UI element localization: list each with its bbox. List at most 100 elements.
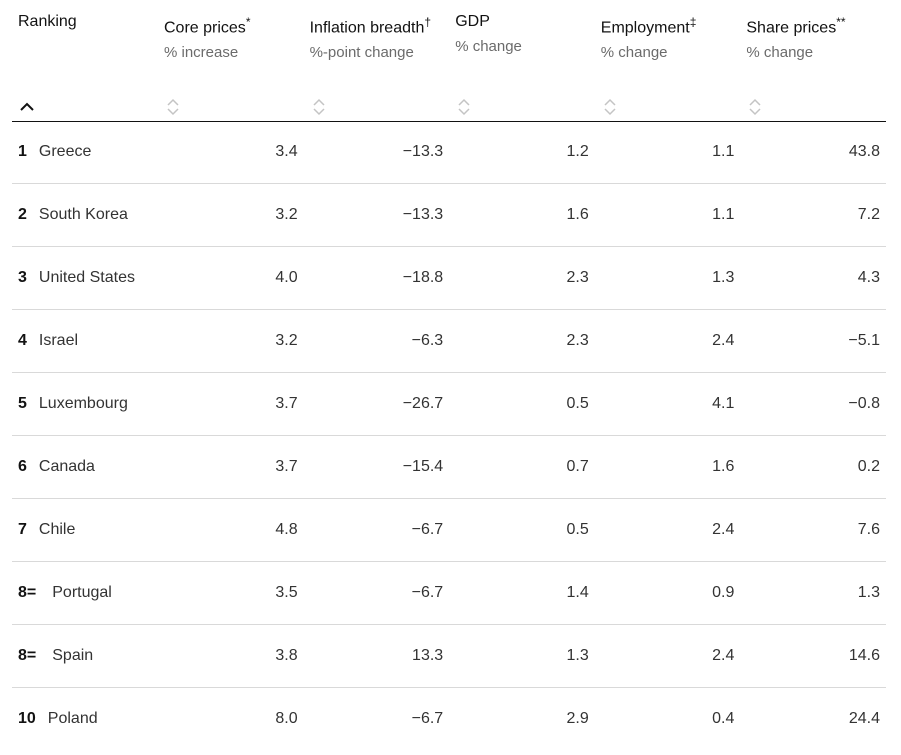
rank-cell: 8= Spain xyxy=(12,624,158,688)
country-name: United States xyxy=(38,268,135,286)
column-title: Ranking xyxy=(18,13,77,30)
gdp-cell: 1.6 xyxy=(449,183,595,247)
rank-number: 8= xyxy=(18,646,37,664)
shares-cell: 4.3 xyxy=(740,246,886,310)
employment-cell: 2.4 xyxy=(594,498,741,562)
rank-cell: 7 Chile xyxy=(12,498,158,562)
column-header-5: Share prices** % change xyxy=(740,0,886,122)
shares-cell: −0.8 xyxy=(740,372,886,436)
shares-cell: 24.4 xyxy=(848,709,880,727)
core-cell: 8.0 xyxy=(275,709,298,727)
table-row: 7 Chile 4.8 −6.7 0.5 2.4 7.6 xyxy=(12,498,886,562)
rank-cell: 2 South Korea xyxy=(12,183,158,247)
country-name: Spain xyxy=(52,646,94,664)
table-row: 3 United States 4.0 −18.8 2.3 1.3 4.3 xyxy=(12,246,886,310)
table-row: 8= Portugal 3.5 −6.7 1.4 0.9 1.3 xyxy=(12,561,886,625)
rank-number: 6 xyxy=(18,457,27,475)
column-title: GDP xyxy=(455,13,490,30)
employment-cell: 1.1 xyxy=(594,121,741,184)
footnote-marker: ‡ xyxy=(689,15,697,29)
shares-cell: 7.6 xyxy=(740,498,886,562)
gdp-cell: 2.9 xyxy=(566,709,589,727)
chevron-up-icon[interactable] xyxy=(18,95,36,119)
country-name: Luxembourg xyxy=(38,394,128,412)
column-subtitle: %-point change xyxy=(309,44,414,62)
header-row: Ranking Core prices* % increase Inflation b… xyxy=(12,0,886,122)
column-header-1: Core prices* % increase xyxy=(158,0,304,122)
column-title: Core prices* xyxy=(164,15,251,37)
rank-number: 10 xyxy=(18,709,36,727)
shares-cell: 7.2 xyxy=(740,183,886,247)
ranking-table: Ranking Core prices* % increase Inflation b… xyxy=(12,0,886,750)
employment-cell: 1.1 xyxy=(594,183,741,247)
breadth-cell: −26.7 xyxy=(303,372,450,436)
sort-both-icon[interactable] xyxy=(310,95,328,119)
sort-both-icon[interactable] xyxy=(746,95,764,119)
shares-cell: 43.8 xyxy=(740,121,886,184)
table-row: 1 Greece 3.4 −13.3 1.2 1.1 43.8 xyxy=(12,121,886,184)
rank-cell: 1 Greece xyxy=(12,121,158,184)
employment-cell: 2.4 xyxy=(594,624,741,688)
breadth-cell: −6.7 xyxy=(303,561,450,625)
column-title: Inflation breadth† xyxy=(309,15,432,37)
rank-cell: 3 United States xyxy=(12,246,158,310)
employment-cell: 1.6 xyxy=(594,435,741,499)
core-cell: 3.5 xyxy=(158,561,304,625)
gdp-cell: 0.5 xyxy=(449,372,595,436)
gdp-cell: 2.3 xyxy=(449,309,595,373)
country-name: Israel xyxy=(38,331,79,349)
rank-number: 7 xyxy=(18,520,27,538)
core-cell: 3.7 xyxy=(158,372,304,436)
column-header-3: GDP % change xyxy=(449,0,595,122)
shares-cell: 1.3 xyxy=(740,561,886,625)
column-title: Employment‡ xyxy=(600,15,697,37)
sort-both-icon[interactable] xyxy=(601,95,619,119)
table-row: 6 Canada 3.7 −15.4 0.7 1.6 0.2 xyxy=(12,435,886,499)
rank-cell: 6 Canada xyxy=(12,435,158,499)
breadth-cell: −18.8 xyxy=(303,246,450,310)
rank-cell: 10 Poland xyxy=(12,687,158,750)
shares-cell: 14.6 xyxy=(740,624,886,688)
gdp-cell: 0.5 xyxy=(449,498,595,562)
column-header-2: Inflation breadth† %-point change xyxy=(303,0,450,122)
footnote-marker: * xyxy=(245,15,251,29)
gdp-cell: 1.3 xyxy=(449,624,595,688)
breadth-cell: −6.3 xyxy=(303,309,450,373)
employment-cell: 0.9 xyxy=(594,561,741,625)
breadth-cell: −6.7 xyxy=(411,709,444,727)
column-header-0: Ranking xyxy=(12,0,158,122)
breadth-cell: −13.3 xyxy=(303,121,450,184)
rank-number: 5 xyxy=(18,394,27,412)
column-header-4: Employment‡ % change xyxy=(594,0,741,122)
rank-number: 3 xyxy=(18,268,27,286)
table-row: 4 Israel 3.2 −6.3 2.3 2.4 −5.1 xyxy=(12,309,886,373)
core-cell: 3.4 xyxy=(158,121,304,184)
shares-cell: −5.1 xyxy=(740,309,886,373)
gdp-cell: 1.4 xyxy=(449,561,595,625)
country-name: Greece xyxy=(38,143,92,160)
core-cell: 3.8 xyxy=(158,624,304,688)
rank-number: 4 xyxy=(18,331,27,349)
rank-cell: 5 Luxembourg xyxy=(12,372,158,436)
employment-cell: 4.1 xyxy=(594,372,741,436)
core-cell: 4.8 xyxy=(158,498,304,562)
breadth-cell: −6.7 xyxy=(303,498,450,562)
table-row: 5 Luxembourg 3.7 −26.7 0.5 4.1 −0.8 xyxy=(12,372,886,436)
core-cell: 4.0 xyxy=(158,246,304,310)
rank-cell: 4 Israel xyxy=(12,309,158,373)
gdp-cell: 1.2 xyxy=(449,121,595,184)
column-subtitle: % increase xyxy=(164,44,239,62)
gdp-cell: 0.7 xyxy=(449,435,595,499)
table-body: 1 Greece 3.4 −13.3 1.2 1.1 43.8 2 South Korea 3.2… xyxy=(12,121,886,750)
employment-cell: 0.4 xyxy=(712,709,735,727)
rank-number: 2 xyxy=(18,205,27,223)
column-subtitle: % change xyxy=(746,44,814,62)
sort-both-icon[interactable] xyxy=(455,95,473,119)
sort-both-icon[interactable] xyxy=(164,95,182,119)
employment-cell: 2.4 xyxy=(594,309,741,373)
column-title: Share prices** xyxy=(746,15,846,37)
rank-number: 1 xyxy=(18,143,27,160)
table-row: 10 Poland 8.0 −6.7 2.9 0.4 24.4 xyxy=(12,687,886,750)
country-name: South Korea xyxy=(38,205,128,223)
